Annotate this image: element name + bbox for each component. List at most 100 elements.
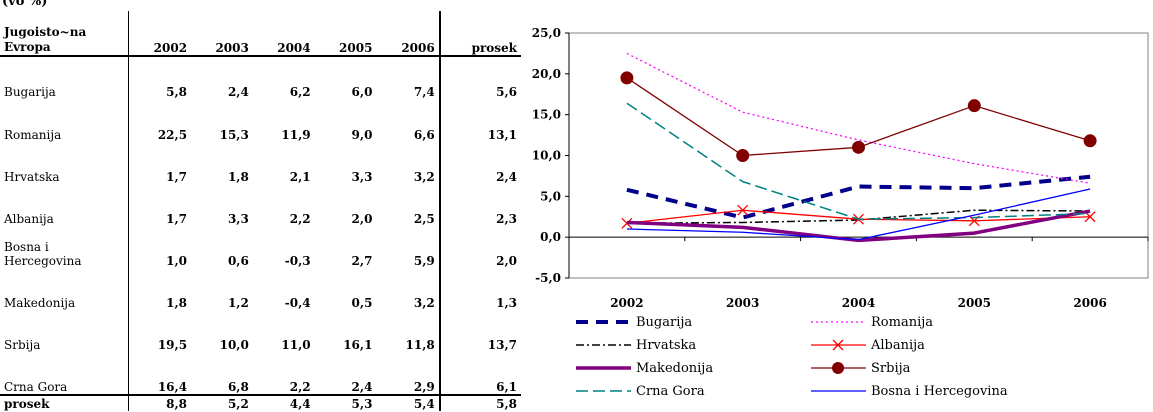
row-value-cell: 1,0: [166, 253, 188, 268]
row-average-cell: 6,1: [438, 351, 521, 396]
row-value-cell: 10,0: [219, 337, 249, 352]
row-value-cell: 3,3: [227, 211, 249, 226]
table-row: Hrvatska 1,7 1,8 2,1 3,3 3,2 2,4: [0, 141, 521, 184]
legend-label: Albanija: [870, 338, 925, 353]
row-value-cell: 0,5: [351, 295, 373, 310]
row-country-name: Bosna i Hercegovina: [0, 225, 129, 268]
row-value-cell: 0,6: [227, 253, 249, 268]
legend-marker: [832, 339, 844, 351]
row-value-cell: 6,2: [289, 85, 311, 100]
series-line-4: [626, 209, 1091, 243]
series-point: [736, 149, 750, 162]
row-value-cell: 9,0: [351, 127, 373, 142]
legend-label: Srbija: [871, 361, 911, 376]
row-value-cell: -0,3: [284, 253, 311, 268]
row-value-cell: 2,5: [413, 211, 435, 226]
y-tick-label: 25,0: [532, 26, 561, 40]
series-line-6: [626, 102, 1091, 220]
y-tick-label: 15,0: [532, 108, 561, 122]
series-point: [1084, 211, 1096, 223]
table-caption: (vo %): [2, 0, 48, 9]
table-row: Crna Gora 16,4 6,8 2,2 2,4 2,9 6,1: [0, 351, 521, 396]
row-country-name: Romanija: [0, 99, 129, 142]
row-average-cell: 13,1: [438, 99, 521, 142]
header-year: 2005: [314, 11, 377, 58]
header-year: 2004: [252, 11, 315, 58]
x-tick-label: 2002: [610, 296, 643, 310]
row-value-cell: 6,0: [351, 85, 373, 100]
legend-label: Bosna i Hercegovina: [871, 384, 1008, 399]
row-value-cell: -0,4: [284, 295, 311, 310]
row-value-cell: 1,8: [227, 169, 249, 184]
series-line-0: [626, 174, 1091, 220]
legend-label: Hrvatska: [636, 338, 696, 353]
total-value-cell: 5,4: [376, 394, 440, 411]
row-value-cell: 2,2: [289, 380, 311, 395]
total-value-cell: 8,8: [128, 394, 192, 411]
series-line-3: [626, 209, 1091, 224]
row-average-cell: 2,0: [438, 225, 521, 268]
series-point: [620, 71, 634, 85]
series-line-1: [626, 52, 1091, 184]
x-tick-label: 2004: [842, 296, 875, 310]
header-year: 2002: [128, 11, 192, 58]
line-chart: 25,0 20,0 15,0 10,0 5,0 0,0 -5,0 2002 2003 2004 20…: [532, 26, 1149, 399]
table-total-row: prosek 8,8 5,2 4,4 5,3 5,4 5,8: [0, 394, 521, 411]
row-value-cell: 16,1: [343, 337, 373, 352]
total-value-cell: 5,2: [191, 394, 253, 411]
table-row: Romanija 22,5 15,3 11,9 9,0 6,6 13,1: [0, 99, 521, 142]
row-average-cell: 2,4: [438, 141, 521, 184]
total-value-cell: 5,3: [314, 394, 377, 411]
data-table: Jugoisto~na Evropa 2002 2003 2004 2005 2…: [0, 11, 521, 411]
row-value-cell: 6,6: [413, 127, 435, 142]
row-value-cell: 1,7: [166, 169, 188, 184]
table-row: Srbija 19,5 10,0 11,0 16,1 11,8 13,7: [0, 309, 521, 352]
table-header-row: Jugoisto~na Evropa 2002 2003 2004 2005 2…: [0, 11, 521, 58]
series-line-2: [626, 209, 1091, 225]
x-tick-label: 2003: [726, 296, 759, 310]
series-point: [967, 99, 981, 113]
row-country-name: Makedonija: [0, 267, 129, 310]
row-value-cell: 19,5: [157, 337, 188, 352]
row-country-name: Hrvatska: [0, 141, 129, 184]
y-tick-label: 5,0: [540, 189, 561, 203]
row-value-cell: 11,0: [281, 337, 311, 352]
row-value-cell: 22,5: [157, 127, 188, 142]
row-country-name: Srbija: [0, 309, 129, 352]
y-tick-label: -5,0: [535, 271, 561, 285]
table-row: Bosna i Hercegovina 1,0 0,6 -0,3 2,7 5,9 2,0: [0, 225, 521, 268]
row-value-cell: 16,4: [157, 380, 188, 395]
row-country-name: Crna Gora: [0, 351, 129, 396]
header-average: prosek: [438, 11, 521, 58]
row-value-cell: 2,9: [413, 380, 435, 395]
x-tick-label: 2005: [958, 296, 991, 310]
y-tick-label: 10,0: [532, 149, 561, 163]
data-table-container: Jugoisto~na Evropa 2002 2003 2004 2005 2…: [0, 11, 521, 412]
data-table-body: Jugoisto~na Evropa 2002 2003 2004 2005 2…: [0, 11, 521, 411]
row-value-cell: 3,2: [413, 295, 435, 310]
row-value-cell: 2,4: [227, 85, 249, 100]
legend-label: Bugarija: [636, 315, 692, 330]
table-row: Bugarija 5,8 2,4 6,2 6,0 7,4 5,6: [0, 56, 521, 100]
row-value-cell: 2,1: [289, 169, 311, 184]
table-row: Makedonija 1,8 1,2 -0,4 0,5 3,2 1,3: [0, 267, 521, 310]
row-value-cell: 5,8: [166, 85, 188, 100]
row-value-cell: 3,2: [413, 169, 435, 184]
y-tick-label: 0,0: [540, 230, 561, 244]
row-value-cell: 3,3: [351, 169, 373, 184]
legend-marker: [832, 362, 844, 374]
row-value-cell: 6,8: [227, 380, 249, 395]
row-average-cell: 2,3: [438, 183, 521, 226]
series-line-7: [626, 188, 1091, 241]
row-value-cell: 11,8: [405, 337, 435, 352]
y-tick-label: 20,0: [532, 67, 561, 81]
row-value-cell: 2,7: [351, 253, 373, 268]
total-value-cell: 4,4: [252, 394, 315, 411]
row-value-cell: 1,2: [227, 295, 249, 310]
header-year: 2006: [376, 11, 440, 58]
row-value-cell: 2,0: [351, 211, 373, 226]
header-year: 2003: [191, 11, 253, 58]
total-label: prosek: [0, 394, 129, 411]
table-row: Albanija 1,7 3,3 2,2 2,0 2,5 2,3: [0, 183, 521, 226]
series-point: [1083, 134, 1097, 148]
